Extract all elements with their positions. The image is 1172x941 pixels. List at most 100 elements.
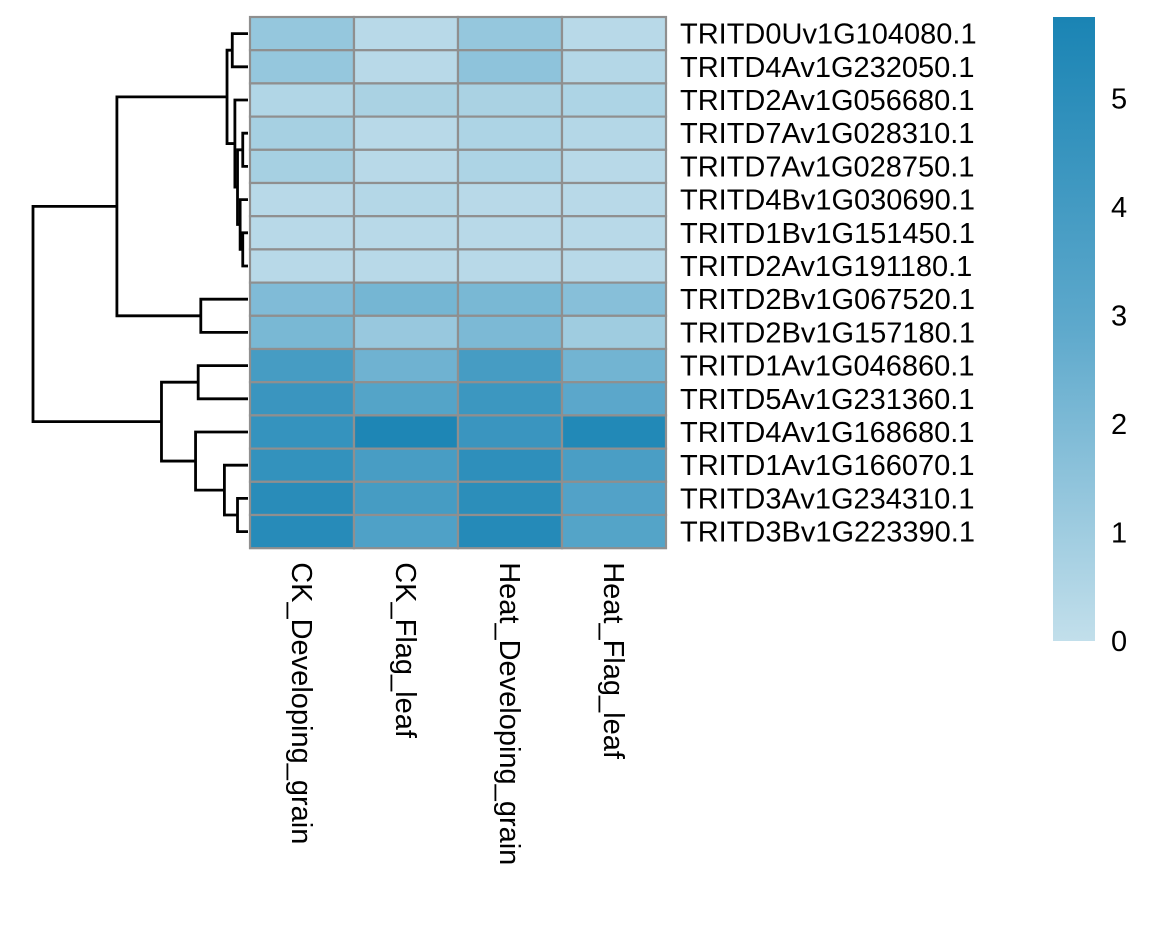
row-label: TRITD2Bv1G067520.1 xyxy=(680,284,975,316)
heatmap-cell xyxy=(248,513,356,550)
heatmap-cell xyxy=(560,115,668,151)
row-label: TRITD4Av1G168680.1 xyxy=(680,417,974,449)
legend-tick-label: 3 xyxy=(1111,300,1127,332)
row-label: TRITD2Av1G056680.1 xyxy=(680,85,974,117)
heatmap-cell xyxy=(560,314,668,351)
heatmap-cell xyxy=(352,314,460,351)
row-label: TRITD1Av1G046860.1 xyxy=(680,351,974,383)
heatmap-cell xyxy=(560,215,668,251)
dendrogram-branch xyxy=(115,95,228,318)
heatmap-cell xyxy=(352,281,460,317)
column-labels: CK_Developing_grain CK_Flag_leaf Heat_Deve… xyxy=(285,562,629,865)
dendrogram-branch xyxy=(194,430,248,492)
dendrogram-branch xyxy=(241,131,248,168)
row-label: TRITD7Av1G028750.1 xyxy=(680,151,974,183)
heatmap-cell xyxy=(456,281,564,317)
heatmap-cell xyxy=(248,82,356,118)
heatmap-cells xyxy=(248,15,668,550)
color-legend-bar xyxy=(1053,17,1095,641)
heatmap-cell xyxy=(456,414,564,450)
heatmap-cell xyxy=(456,314,564,351)
heatmap-cell xyxy=(456,115,564,151)
heatmap-cell xyxy=(456,82,564,118)
heatmap-cell xyxy=(560,414,668,450)
dendrogram-branch xyxy=(31,204,162,424)
row-label: TRITD1Av1G166070.1 xyxy=(680,450,974,482)
heatmap-cell xyxy=(560,447,668,483)
heatmap-cell xyxy=(352,513,460,550)
legend-tick-label: 5 xyxy=(1111,83,1127,115)
dendrogram-branch xyxy=(241,231,248,268)
color-legend-ticks: 0 1 2 3 4 5 xyxy=(1111,83,1127,658)
heatmap-cell xyxy=(352,148,460,185)
heatmap-cell xyxy=(456,447,564,483)
heatmap-cell xyxy=(352,248,460,284)
heatmap-cell xyxy=(352,381,460,417)
color-legend: 0 1 2 3 4 5 xyxy=(1053,17,1127,658)
legend-tick-label: 0 xyxy=(1111,626,1127,658)
heatmap-cell xyxy=(248,49,356,85)
heatmap-cell xyxy=(352,347,460,384)
column-label: CK_Developing_grain xyxy=(285,562,317,844)
heatmap-cell xyxy=(352,82,460,118)
heatmap-cell xyxy=(456,215,564,251)
heatmap-cell xyxy=(248,480,356,517)
heatmap-cell xyxy=(560,513,668,550)
heatmap-cell xyxy=(456,480,564,517)
heatmap-cell xyxy=(352,115,460,151)
row-label: TRITD3Av1G234310.1 xyxy=(680,483,974,515)
row-label: TRITD2Bv1G157180.1 xyxy=(680,317,975,349)
heatmap-cell xyxy=(456,148,564,185)
heatmap-cell xyxy=(248,248,356,284)
heatmap-cell xyxy=(560,15,668,52)
dendrogram-branch xyxy=(160,380,199,463)
heatmap-cell xyxy=(248,148,356,185)
column-label: Heat_Developing_grain xyxy=(493,562,525,865)
heatmap-cell xyxy=(560,381,668,417)
legend-tick-label: 4 xyxy=(1111,192,1127,224)
heatmap-cell xyxy=(456,49,564,85)
heatmap-cell xyxy=(248,347,356,384)
row-dendrogram xyxy=(31,32,248,533)
heatmap-cell xyxy=(560,480,668,517)
heatmap-cell xyxy=(352,49,460,85)
heatmap-cell xyxy=(248,281,356,317)
heatmap-cell xyxy=(560,347,668,384)
row-label: TRITD4Bv1G030690.1 xyxy=(680,185,975,217)
legend-tick-label: 1 xyxy=(1111,517,1127,549)
heatmap-cell xyxy=(248,115,356,151)
column-label: Heat_Flag_leaf xyxy=(597,562,629,760)
row-labels: TRITD0Uv1G104080.1TRITD4Av1G232050.1TRIT… xyxy=(680,19,977,549)
heatmap-cell xyxy=(560,281,668,317)
row-label: TRITD4Av1G232050.1 xyxy=(680,52,974,84)
heatmap-cell xyxy=(456,513,564,550)
heatmap-cell xyxy=(248,215,356,251)
heatmap-cell xyxy=(352,215,460,251)
legend-tick-label: 2 xyxy=(1111,409,1127,441)
row-label: TRITD5Av1G231360.1 xyxy=(680,384,974,416)
heatmap-cell xyxy=(352,414,460,450)
heatmap-cell xyxy=(352,15,460,52)
heatmap-cell xyxy=(560,148,668,185)
heatmap-cell xyxy=(248,414,356,450)
row-label: TRITD0Uv1G104080.1 xyxy=(680,19,977,51)
dendrogram-branch xyxy=(230,32,248,69)
row-label: TRITD2Av1G191180.1 xyxy=(680,251,972,283)
heatmap-cell xyxy=(248,15,356,52)
heatmap-cell xyxy=(560,248,668,284)
heatmap-cell xyxy=(248,314,356,351)
heatmap-cell xyxy=(456,248,564,284)
dendrogram-branch xyxy=(236,497,248,533)
heatmap-cell xyxy=(352,447,460,483)
heatmap-cell xyxy=(560,49,668,85)
row-label: TRITD7Av1G028310.1 xyxy=(680,118,974,150)
column-label: CK_Flag_leaf xyxy=(389,562,421,739)
heatmap-cell xyxy=(352,181,460,218)
row-label: TRITD1Bv1G151450.1 xyxy=(680,218,975,250)
heatmap-cell xyxy=(248,447,356,483)
heatmap-cell xyxy=(352,480,460,517)
heatmap-cell xyxy=(560,82,668,118)
dendrogram-branch xyxy=(199,297,248,334)
row-label: TRITD3Bv1G223390.1 xyxy=(680,517,975,549)
